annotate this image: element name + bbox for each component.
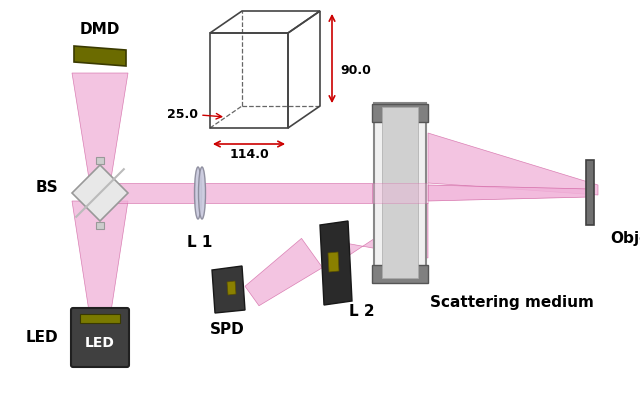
Text: Object: Object: [610, 231, 640, 245]
Polygon shape: [328, 252, 339, 272]
Polygon shape: [428, 133, 598, 195]
FancyBboxPatch shape: [382, 107, 418, 278]
Ellipse shape: [195, 167, 202, 219]
FancyBboxPatch shape: [71, 308, 129, 367]
Text: SPD: SPD: [210, 322, 244, 337]
FancyBboxPatch shape: [372, 265, 428, 283]
Polygon shape: [212, 266, 245, 313]
FancyBboxPatch shape: [96, 157, 104, 164]
Text: 114.0: 114.0: [229, 148, 269, 162]
Polygon shape: [72, 73, 128, 185]
Polygon shape: [345, 203, 428, 258]
Text: L 2: L 2: [349, 303, 375, 318]
FancyBboxPatch shape: [374, 103, 426, 282]
Polygon shape: [320, 221, 352, 305]
Polygon shape: [74, 46, 126, 66]
Text: 25.0: 25.0: [166, 108, 198, 121]
Polygon shape: [245, 238, 323, 306]
Text: Scattering medium: Scattering medium: [430, 295, 594, 310]
Text: LED: LED: [26, 330, 58, 345]
Polygon shape: [72, 201, 128, 318]
FancyBboxPatch shape: [372, 104, 428, 122]
Text: LED: LED: [85, 336, 115, 350]
Polygon shape: [110, 183, 195, 203]
Text: DMD: DMD: [80, 23, 120, 37]
Polygon shape: [372, 183, 428, 203]
Polygon shape: [72, 165, 128, 221]
FancyBboxPatch shape: [96, 222, 104, 229]
Ellipse shape: [198, 167, 205, 219]
Polygon shape: [428, 185, 590, 201]
Text: BS: BS: [35, 181, 58, 195]
Text: L 1: L 1: [188, 235, 212, 250]
Text: 90.0: 90.0: [340, 64, 371, 77]
FancyBboxPatch shape: [586, 160, 594, 225]
Polygon shape: [227, 281, 236, 295]
FancyBboxPatch shape: [80, 314, 120, 323]
Polygon shape: [205, 183, 372, 203]
